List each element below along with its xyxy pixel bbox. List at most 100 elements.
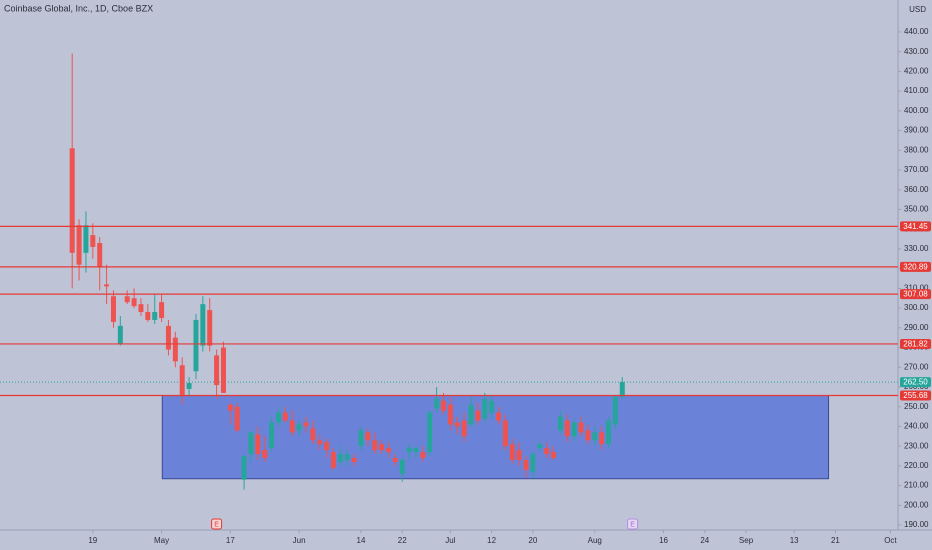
candle-body	[234, 406, 240, 431]
candle-body	[606, 420, 612, 445]
y-tick-label: 190.00	[904, 520, 929, 529]
candle-body	[461, 420, 467, 437]
y-tick-label: 200.00	[904, 500, 929, 509]
x-tick-label: 12	[487, 536, 496, 545]
event-label: E	[630, 521, 635, 528]
candle-body	[551, 452, 557, 459]
y-tick-label: 240.00	[904, 422, 929, 431]
candle-body	[544, 448, 550, 455]
level-label: 307.08	[903, 290, 928, 299]
candle-body	[399, 459, 405, 474]
plot-area	[0, 53, 898, 490]
level-tag	[900, 338, 931, 349]
candle-body	[207, 310, 213, 346]
candle-body	[344, 454, 350, 460]
level-label: 320.89	[903, 263, 928, 272]
candle-body	[406, 448, 412, 453]
y-tick-label: 290.00	[904, 323, 929, 332]
x-tick-label: Jun	[293, 536, 306, 545]
candle-body	[193, 319, 199, 372]
y-tick-label: 420.00	[904, 67, 929, 76]
candle-body	[104, 284, 110, 287]
candle-body	[351, 458, 357, 462]
candle-body	[509, 444, 515, 460]
candle-body	[530, 454, 536, 472]
candle-body	[90, 235, 96, 247]
candle-body	[537, 444, 543, 449]
candle-body	[117, 325, 123, 344]
x-tick-label: 19	[88, 536, 97, 545]
candle-body	[69, 148, 75, 253]
candle-body	[447, 404, 453, 425]
candle-body	[365, 432, 371, 441]
candle-body	[454, 422, 460, 427]
candle-body	[214, 355, 220, 386]
y-tick-label: 310.00	[904, 283, 929, 292]
y-tick-label: 400.00	[904, 106, 929, 115]
candle-body	[612, 396, 618, 425]
y-tick-label: 220.00	[904, 461, 929, 470]
candle-body	[124, 296, 130, 303]
candle-body	[523, 459, 529, 470]
candle-body	[310, 428, 316, 441]
candle-body	[619, 382, 625, 397]
level-label: 255.68	[903, 391, 928, 400]
candle-body	[255, 434, 261, 455]
candle-body	[475, 410, 481, 421]
candle-body	[83, 225, 89, 253]
candle-body	[578, 422, 584, 433]
y-tick-label: 300.00	[904, 303, 929, 312]
candle-body	[262, 450, 268, 459]
x-tick-label: 24	[700, 536, 709, 545]
x-tick-label: Jul	[445, 536, 455, 545]
candle-body	[489, 400, 495, 413]
level-tag	[900, 390, 931, 401]
x-tick-label: 14	[357, 536, 366, 545]
candle-body	[468, 404, 474, 425]
candle-body	[165, 325, 171, 350]
y-tick-label: 430.00	[904, 47, 929, 56]
candle-body	[179, 365, 185, 395]
candle-body	[296, 424, 302, 431]
candle-body	[172, 337, 178, 362]
candle-body	[564, 420, 570, 437]
candle-body	[392, 458, 398, 462]
candle-body	[145, 312, 151, 320]
last-price-label: 262.50	[903, 378, 928, 387]
candle-body	[434, 398, 440, 409]
y-tick-label: 350.00	[904, 205, 929, 214]
candle-body	[372, 440, 378, 451]
candle-body	[427, 412, 433, 453]
candle-body	[248, 432, 254, 455]
candle-body	[379, 444, 385, 451]
level-tag	[900, 289, 931, 300]
candle-body	[571, 422, 577, 437]
y-tick-label: 230.00	[904, 441, 929, 450]
x-tick-label: 21	[831, 536, 840, 545]
candle-body	[585, 430, 591, 441]
candle-body	[317, 440, 323, 445]
candle-body	[110, 296, 116, 322]
candle-body	[413, 448, 419, 453]
level-tag	[900, 261, 931, 272]
candle-body	[227, 404, 233, 411]
level-label: 341.45	[903, 222, 928, 231]
candle-body	[76, 225, 82, 265]
event-label: E	[214, 521, 219, 528]
candle-body	[358, 430, 364, 447]
y-tick-label: 390.00	[904, 126, 929, 135]
candle-body	[440, 400, 446, 411]
candle-body	[200, 304, 206, 346]
y-tick-label: 330.00	[904, 244, 929, 253]
x-tick-label: 20	[528, 536, 537, 545]
candle-body	[330, 452, 336, 468]
y-tick-label: 380.00	[904, 145, 929, 154]
currency-label: USD	[909, 5, 926, 14]
x-tick-label: Oct	[884, 536, 897, 545]
y-tick-label: 370.00	[904, 165, 929, 174]
event-marker	[627, 518, 639, 530]
y-tick-label: 210.00	[904, 481, 929, 490]
x-tick-label: Sep	[739, 536, 754, 545]
candle-body	[138, 304, 144, 313]
